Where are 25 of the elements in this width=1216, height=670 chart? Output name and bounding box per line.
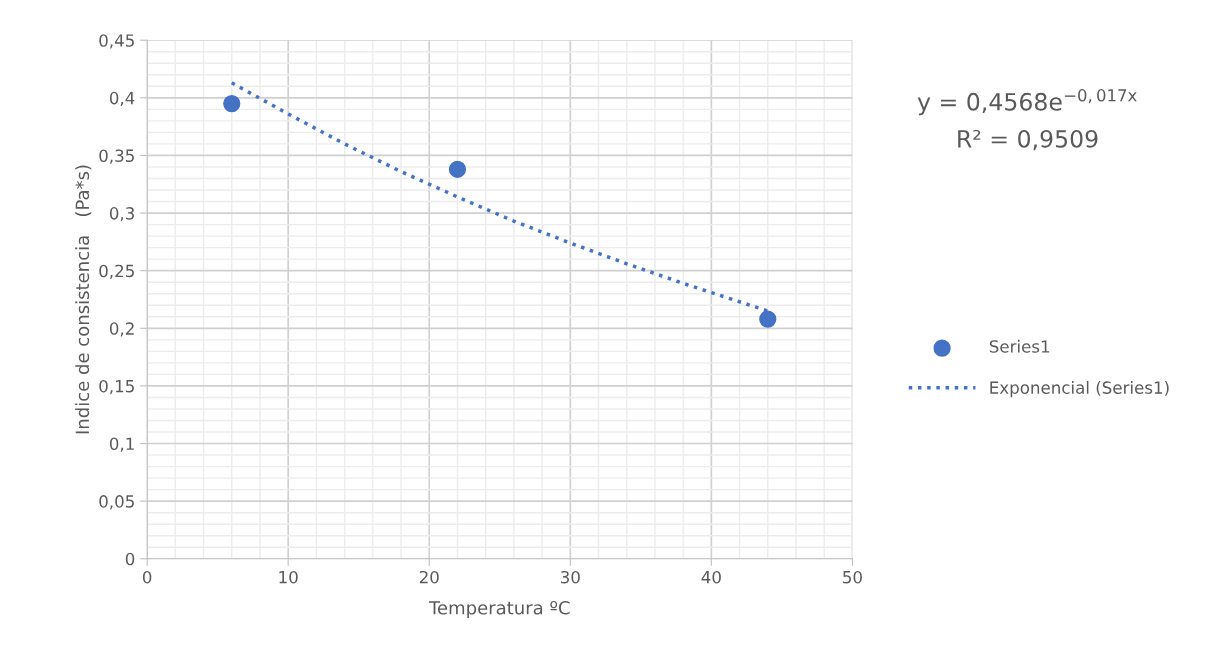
legend-label: Exponencial (Series1)	[990, 381, 1169, 398]
y-tick-label: 0,2	[109, 322, 134, 337]
text: y = 0,4568e$^{−0,017x}$	[917, 89, 1137, 116]
x-tick-label: 0	[142, 570, 152, 584]
x-tick-label: 30	[560, 570, 580, 584]
y-tick-label: 0	[125, 552, 135, 566]
y-tick-label: 0,45	[99, 34, 134, 49]
y-tick-label: 0,4	[109, 91, 135, 107]
point	[448, 160, 467, 178]
y-tick-label: 0,1	[109, 437, 134, 452]
legend-label: Series1	[989, 339, 1050, 353]
x-tick-label: 10	[279, 570, 298, 584]
text: R² = 0,9509	[958, 129, 1098, 151]
y-axis-title: Indice de consistencia (Pa*s)	[75, 165, 92, 434]
y-tick-label: 0,35	[99, 149, 134, 164]
y-tick-label: 0,05	[99, 495, 134, 510]
x-axis-title: Temperatura ºC	[428, 600, 570, 619]
y-tick-label: 0,3	[109, 207, 134, 222]
point	[759, 310, 777, 328]
x-tick-label: 20	[419, 570, 439, 584]
y-tick-label: 0,25	[99, 264, 134, 279]
x-tick-label: 50	[843, 570, 862, 584]
y-tick-label: 0,15	[99, 379, 134, 395]
point	[223, 94, 241, 113]
x-tick-label: 40	[701, 570, 721, 584]
